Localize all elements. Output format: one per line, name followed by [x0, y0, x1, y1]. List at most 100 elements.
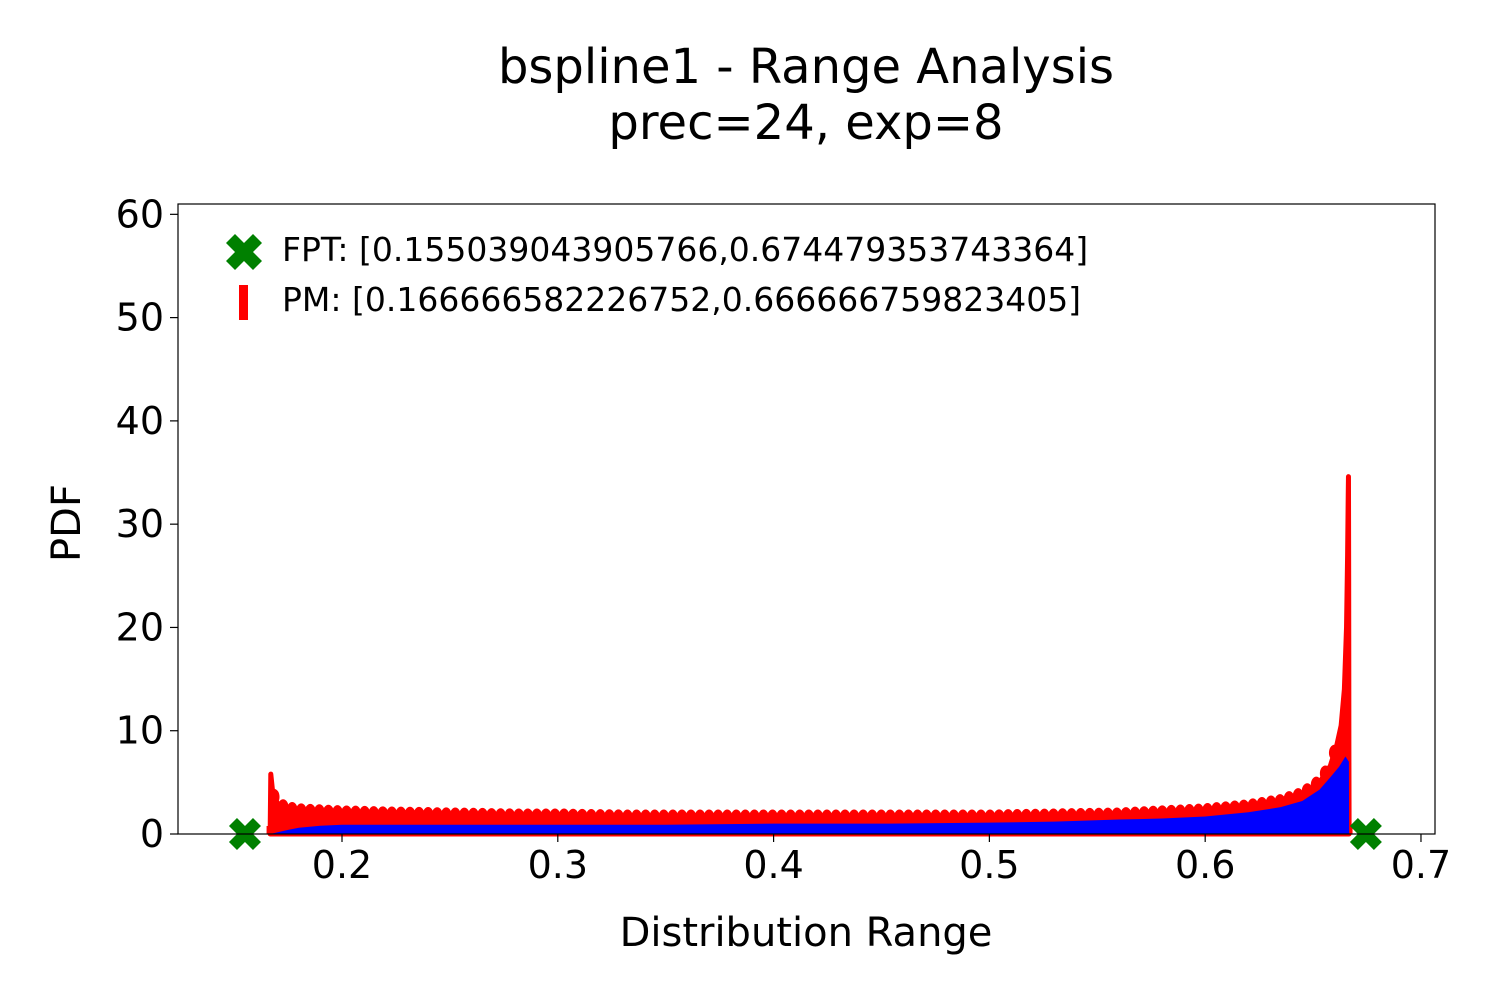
pm-point	[631, 809, 643, 826]
pm-point	[957, 809, 969, 826]
pm-point	[341, 805, 353, 822]
pm-point	[1310, 776, 1322, 793]
pm-point	[748, 809, 760, 826]
pm-point	[531, 808, 543, 825]
pm-point	[622, 809, 633, 826]
pm-point	[286, 802, 298, 818]
pm-point	[848, 809, 860, 826]
pm-point	[504, 808, 516, 825]
pm-point	[1238, 799, 1250, 816]
pm-point	[295, 803, 307, 820]
pm-point	[1174, 804, 1186, 821]
pm-point	[1002, 809, 1014, 826]
legend-pm-label: PM: [0.166666582226752,0.666666759823405…	[282, 280, 1081, 319]
pm-point	[368, 806, 380, 823]
pm-point	[1165, 804, 1177, 821]
x-tick-label: 0.6	[1175, 843, 1235, 887]
pm-point	[803, 809, 815, 826]
pm-point	[268, 788, 280, 805]
pm-point	[649, 809, 661, 826]
x-tick-label: 0.7	[1391, 843, 1451, 887]
pm-point	[1256, 796, 1268, 813]
pm-point	[395, 806, 407, 823]
legend-fpt-label: FPT: [0.155039043905766,0.67447935374336…	[282, 230, 1088, 269]
x-tick-label: 0.2	[312, 843, 372, 887]
pm-point	[304, 803, 316, 820]
pm-point	[902, 809, 914, 826]
pm-point	[1120, 807, 1132, 824]
pm-point	[767, 809, 779, 826]
pm-point	[449, 807, 461, 824]
pm-point	[1183, 804, 1195, 821]
pm-point	[893, 809, 905, 826]
pm-point	[1156, 805, 1168, 822]
y-tick-label: 20	[116, 605, 164, 649]
pm-point	[467, 807, 479, 824]
pm-point	[1047, 808, 1059, 825]
pm-point	[993, 809, 1005, 826]
pm-point	[1066, 808, 1078, 825]
pm-point	[359, 805, 371, 822]
pm-point	[1202, 803, 1214, 820]
pm-point	[1211, 802, 1223, 819]
plot-frame	[177, 203, 1436, 835]
pm-point	[694, 809, 706, 826]
pm-point	[930, 809, 942, 826]
pm-point	[431, 807, 443, 824]
pm-point	[558, 808, 570, 825]
pm-point	[603, 809, 615, 826]
legend-pm-marker-icon	[239, 285, 248, 320]
pm-point	[812, 809, 824, 826]
chart-title: bspline1 - Range Analysis	[498, 39, 1114, 95]
pm-point	[322, 804, 334, 821]
pm-layer	[266, 474, 1353, 837]
pm-point	[1229, 800, 1241, 817]
pm-point	[857, 809, 869, 826]
y-tick-label: 50	[116, 296, 164, 340]
pm-point	[712, 809, 724, 826]
pm-point	[1093, 807, 1105, 824]
pm-point	[1265, 795, 1277, 812]
pm-point	[640, 809, 652, 826]
y-axis: 0 10 20 30 40 50 60	[116, 192, 178, 856]
pm-point	[730, 809, 742, 826]
pm-point	[1292, 788, 1304, 805]
pm-point	[377, 806, 389, 823]
pm-point	[667, 809, 679, 826]
legend-fpt-marker-icon	[226, 234, 262, 270]
pm-point	[939, 809, 951, 826]
y-tick-label: 40	[116, 399, 164, 443]
x-axis: 0.2 0.3 0.4 0.5 0.6 0.7	[312, 834, 1451, 887]
pm-point	[1301, 783, 1313, 800]
pm-point	[794, 809, 806, 826]
pm-point	[1075, 808, 1087, 825]
pm-point	[458, 807, 470, 824]
pm-point	[440, 807, 452, 824]
pm-point	[1274, 794, 1286, 811]
pm-point	[1038, 808, 1050, 825]
pm-point	[1247, 798, 1259, 815]
pm-point	[785, 809, 797, 826]
pm-point	[1057, 808, 1069, 825]
pm-point	[277, 799, 289, 816]
x-tick-label: 0.3	[528, 843, 588, 887]
pm-point	[921, 809, 933, 826]
pm-point	[676, 809, 688, 826]
pm-point	[331, 805, 343, 822]
plot-area	[228, 474, 1382, 850]
pm-point	[703, 809, 715, 826]
pm-point	[948, 809, 960, 826]
distribution-area	[270, 756, 1350, 834]
pm-point	[866, 809, 878, 826]
pm-point	[1138, 806, 1150, 823]
pm-point	[549, 808, 561, 825]
pm-point	[912, 809, 924, 826]
pm-point	[404, 806, 416, 823]
pm-point	[1147, 805, 1159, 822]
pm-point	[1011, 809, 1023, 826]
pm-point	[1020, 808, 1032, 825]
pm-point	[513, 808, 525, 825]
pm-point	[1029, 808, 1041, 825]
y-tick-label: 10	[116, 709, 164, 753]
